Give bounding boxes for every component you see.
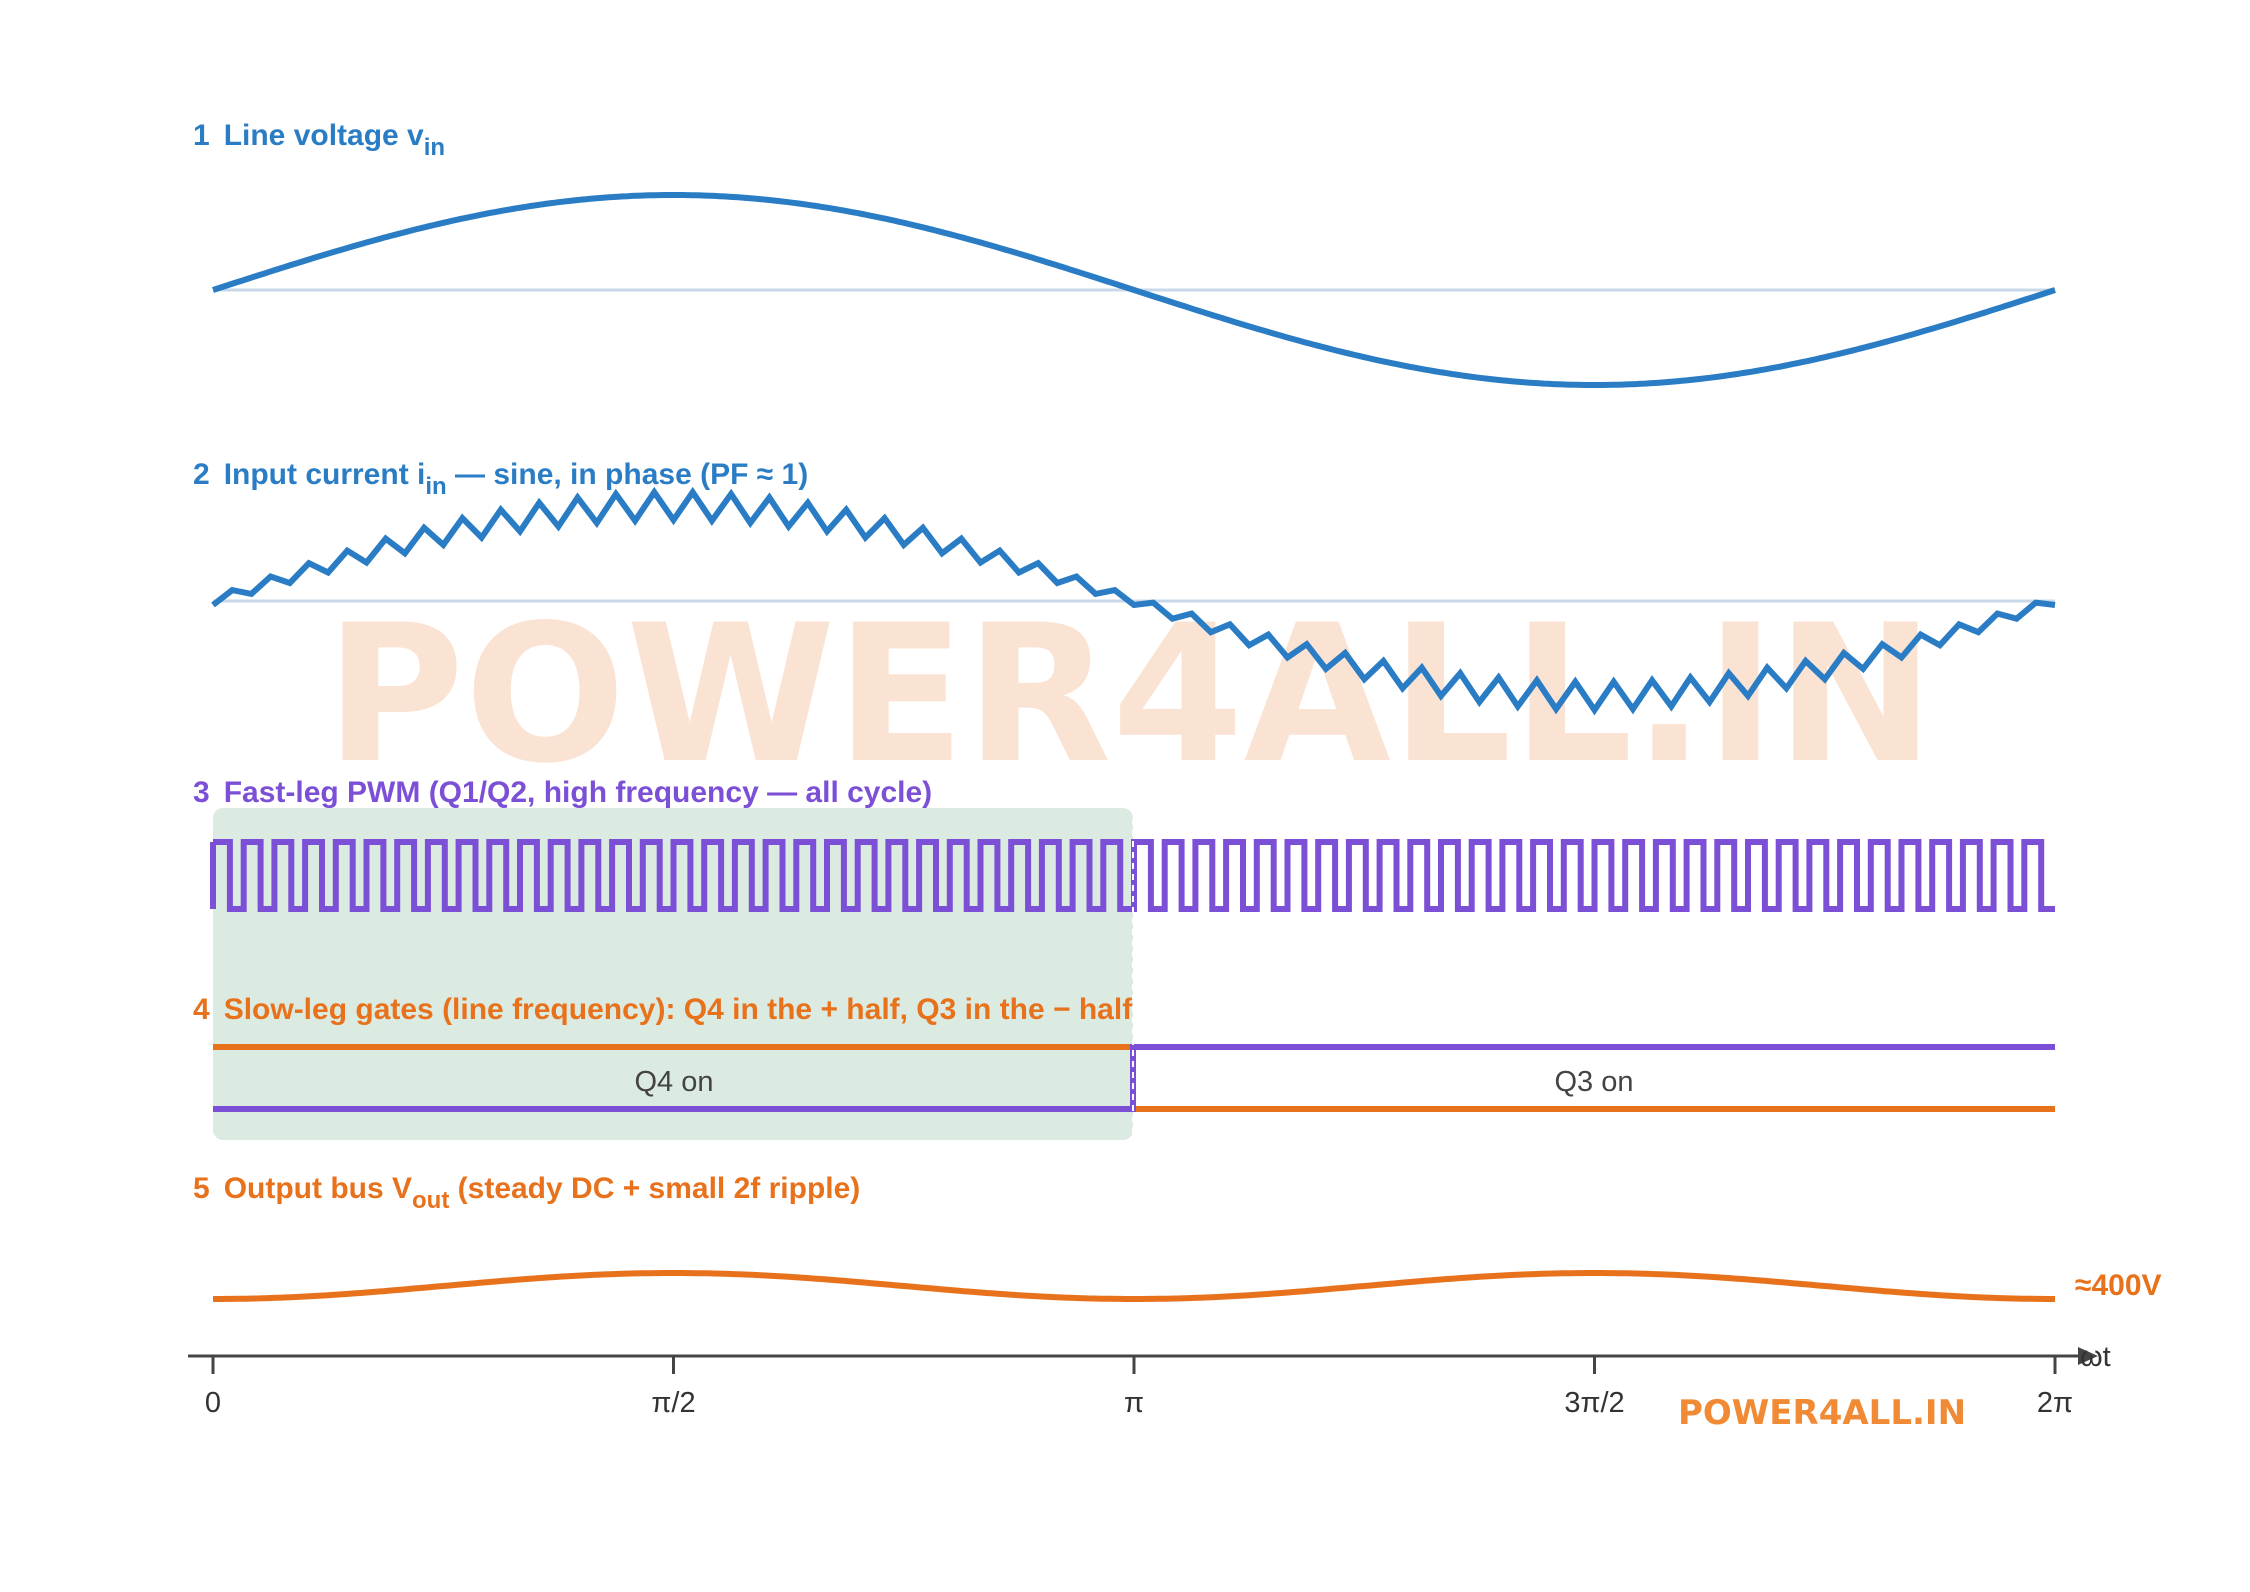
q3-on-label: Q3 on [1555,1066,1634,1098]
panel-2-title: 2 Input current iin — sine, in phase (PF … [193,458,808,500]
axis-ticks: 0 π/2 π 3π/2 2π [205,1356,2073,1419]
panel-4-title: 4 Slow-leg gates (line frequency): Q4 in … [193,993,1133,1026]
output-bus-waveform [213,1270,2055,1302]
time-axis-arrow [2078,1347,2098,1365]
line-voltage-waveform [212,192,2056,388]
axis-tick-label-zero: 0 [205,1387,221,1419]
watermark-small: POWER4ALL.IN [1678,1393,1966,1433]
input-current-waveform [211,486,2056,716]
axis-tick-label-two-pi: 2π [2037,1387,2073,1419]
axis-tick-label-three-half-pi: 3π/2 [1564,1387,1624,1419]
q4-on-label: Q4 on [635,1066,714,1098]
panel-3-title: 3 Fast-leg PWM (Q1/Q2, high frequency — a… [193,776,932,809]
axis-tick-label-half-pi: π/2 [651,1387,695,1419]
watermark-logo: POWER4ALL.IN [325,584,1935,805]
panel-5-title: 5 Output bus Vout (steady DC + small 2f r… [193,1172,860,1214]
panel-1-title: 1 Line voltage vin [193,119,445,161]
vout-value-label: ≈400V [2075,1269,2162,1302]
axis-tick-label-pi: π [1124,1387,1144,1419]
axis-label-omega-t: ωt [2080,1341,2111,1373]
